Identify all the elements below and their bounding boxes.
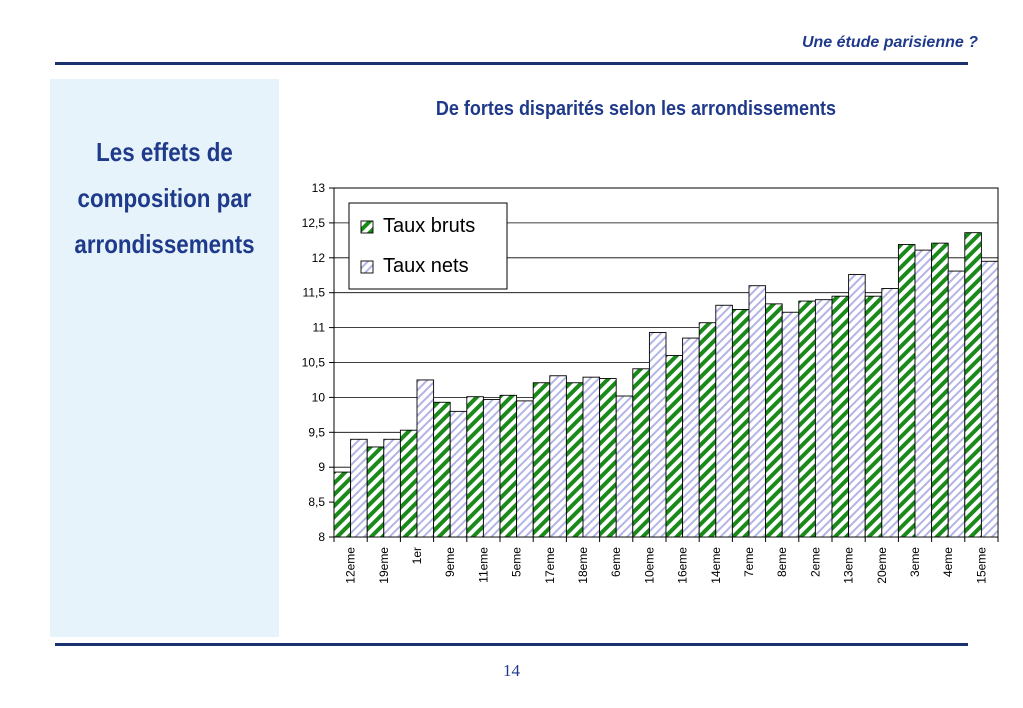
y-tick-label: 12 xyxy=(312,251,326,265)
top-rule xyxy=(55,62,968,65)
axes: 8 8,5 9 9,5 10 10,5 11 11,5 12 12,5 13 12eme 19eme 1e… xyxy=(302,181,999,584)
bar-taux-bruts xyxy=(532,382,551,538)
bar-taux-nets xyxy=(416,379,435,538)
left-panel-title: Les effets de composition par arrondisse… xyxy=(66,129,263,267)
bar-taux-bruts xyxy=(765,303,783,538)
x-tick-label: 7eme xyxy=(742,547,756,577)
x-tick-label: 9eme xyxy=(443,547,457,577)
bar-taux-bruts xyxy=(931,242,949,538)
y-tick-label: 9,5 xyxy=(308,425,325,439)
y-tick-label: 10 xyxy=(312,390,326,404)
left-title-line-1: Les effets de xyxy=(96,137,233,167)
bar-taux-nets xyxy=(482,399,501,538)
header-title: Une étude parisienne ? xyxy=(801,34,978,51)
bar-taux-bruts xyxy=(731,309,750,538)
legend-label: Taux bruts xyxy=(383,215,475,237)
x-tick-label: 11eme xyxy=(476,547,490,583)
bar-taux-nets xyxy=(383,438,401,538)
y-tick-label: 12,5 xyxy=(302,216,326,230)
bar-taux-nets xyxy=(748,285,767,538)
bar-taux-bruts xyxy=(864,295,883,538)
legend-label: Taux nets xyxy=(383,255,469,277)
bar-taux-nets xyxy=(980,260,999,538)
bar-taux-nets xyxy=(549,375,567,538)
bar-taux-nets xyxy=(715,304,733,538)
y-tick-label: 8 xyxy=(318,530,325,544)
bar-taux-nets xyxy=(582,376,601,538)
x-tick-label: 14eme xyxy=(709,547,723,584)
bar-taux-nets xyxy=(781,311,800,538)
bar-taux-nets xyxy=(881,288,899,538)
bars xyxy=(333,232,999,538)
x-tick-label: 15eme xyxy=(974,547,988,584)
x-tick-label: 20eme xyxy=(875,547,889,584)
bar-taux-bruts xyxy=(366,446,385,538)
x-tick-label: 3eme xyxy=(908,547,922,577)
bar-taux-bruts xyxy=(964,232,982,538)
y-tick-label: 11 xyxy=(313,321,326,335)
bar-taux-bruts xyxy=(466,396,484,538)
bar-taux-bruts xyxy=(798,300,816,538)
x-tick-label: 18eme xyxy=(576,547,590,584)
bar-taux-bruts xyxy=(698,322,717,538)
left-title-line-3: arrondissements xyxy=(74,229,255,259)
bar-taux-bruts xyxy=(399,429,418,538)
chart-title: De fortes disparités selon les arrondiss… xyxy=(435,98,837,120)
x-tick-label: 4eme xyxy=(941,547,955,577)
bar-taux-nets xyxy=(516,400,534,538)
x-tick-label: 2eme xyxy=(808,547,822,577)
left-title-line-2: composition par xyxy=(77,183,252,213)
x-tick-label: 16eme xyxy=(676,547,690,584)
left-panel: Les effets de composition par arrondisse… xyxy=(50,79,279,637)
bar-taux-bruts xyxy=(499,394,518,538)
y-tick-label: 11,5 xyxy=(303,286,326,300)
bar-taux-bruts xyxy=(333,471,352,538)
x-tick-label: 8eme xyxy=(775,547,789,577)
x-tick-label: 10eme xyxy=(642,547,656,584)
x-tick-label: 17eme xyxy=(543,547,557,584)
bar-taux-bruts xyxy=(632,368,650,538)
x-tick-label: 13eme xyxy=(842,547,856,584)
bar-taux-bruts xyxy=(433,401,451,538)
bar-taux-bruts xyxy=(565,382,584,538)
bar-taux-nets xyxy=(682,337,700,538)
legend-swatch xyxy=(360,260,374,274)
bottom-rule xyxy=(55,643,968,646)
y-tick-label: 10,5 xyxy=(302,356,326,370)
y-tick-label: 8,5 xyxy=(308,495,325,509)
page-number: 14 xyxy=(503,661,520,680)
bar-taux-nets xyxy=(350,438,368,538)
x-tick-label: 6eme xyxy=(609,547,623,577)
x-tick-label: 19eme xyxy=(377,547,391,584)
bar-taux-bruts xyxy=(831,295,850,538)
legend: Taux bruts Taux nets xyxy=(348,202,508,290)
bar-taux-bruts xyxy=(665,355,684,538)
legend-box xyxy=(348,202,508,290)
x-tick-label: 1er xyxy=(410,547,424,564)
bar-taux-nets xyxy=(914,249,933,538)
x-tick-label: 5eme xyxy=(510,547,524,577)
bar-taux-nets xyxy=(848,274,866,538)
x-tick-label: 12eme xyxy=(344,547,358,584)
y-tick-label: 9 xyxy=(318,460,325,474)
bar-taux-nets xyxy=(615,395,634,538)
bar-taux-nets xyxy=(947,270,966,538)
bar-taux-nets xyxy=(648,332,667,538)
legend-swatch xyxy=(360,220,374,234)
bar-taux-nets xyxy=(449,410,468,538)
bar-taux-bruts xyxy=(599,378,617,538)
bar-taux-bruts xyxy=(897,244,916,538)
bar-taux-nets xyxy=(814,299,833,538)
y-tick-label: 13 xyxy=(312,181,326,195)
